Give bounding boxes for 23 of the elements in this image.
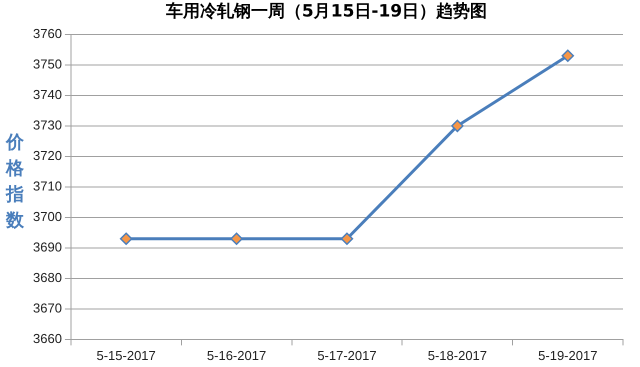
x-tick-label: 5-15-2017 bbox=[96, 348, 156, 363]
chart-title: 车用冷轧钢一周（5月15日-19日）趋势图 bbox=[164, 2, 488, 22]
point bbox=[451, 120, 464, 132]
y-tick-label: 3750 bbox=[33, 56, 62, 72]
y-axis-title: 价格指数 bbox=[4, 131, 25, 233]
y-tick-label: 3740 bbox=[33, 86, 62, 102]
x-tick-label: 5-19-2017 bbox=[538, 348, 598, 363]
y-tick-label: 3710 bbox=[33, 178, 62, 194]
y-tick-label: 3700 bbox=[33, 208, 62, 224]
x-tick-label: 5-16-2017 bbox=[206, 348, 266, 363]
y-tick-label: 3660 bbox=[33, 330, 62, 346]
y-tick-label: 3680 bbox=[33, 270, 62, 285]
y-tick-label: 3690 bbox=[33, 239, 62, 254]
y-tick-label: 3760 bbox=[33, 26, 62, 41]
x-tick-label: 5-18-2017 bbox=[428, 348, 488, 363]
point bbox=[230, 232, 243, 245]
x-tick-label: 5-17-2017 bbox=[317, 348, 377, 363]
point bbox=[340, 232, 354, 245]
point bbox=[562, 50, 574, 62]
y-tick-label: 3670 bbox=[33, 300, 62, 316]
y-tick-label: 3730 bbox=[33, 117, 62, 132]
y-tick-label: 3720 bbox=[33, 148, 62, 163]
point bbox=[120, 232, 132, 245]
